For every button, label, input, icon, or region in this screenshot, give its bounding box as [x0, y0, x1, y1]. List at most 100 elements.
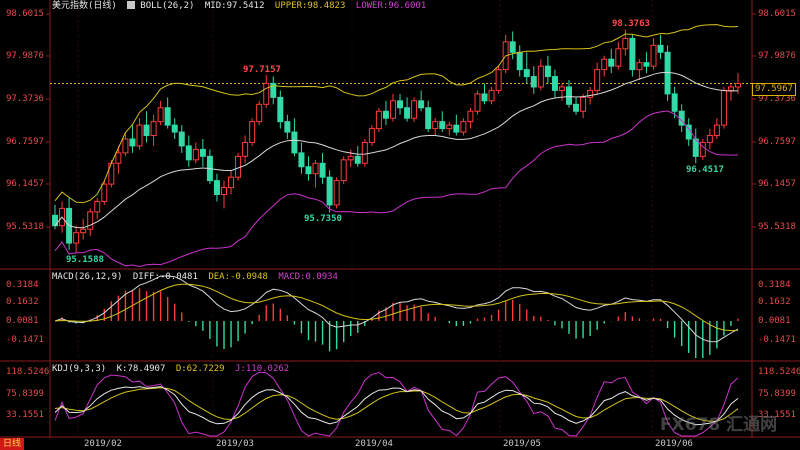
candle-body: [629, 37, 636, 71]
kdj-axis-right-label: 33.1551: [758, 410, 796, 420]
price-axis-left-label: 96.1457: [6, 179, 44, 189]
macd-dea-line: [54, 283, 739, 332]
current-price-tag: 97.5967: [752, 83, 796, 96]
boll-mid-line: [54, 71, 739, 229]
candle-body: [650, 44, 657, 67]
macd-macd-value: MACD:0.0934: [278, 272, 338, 282]
candle-body: [727, 86, 734, 91]
period-tab-daily[interactable]: 日线: [0, 438, 25, 450]
candle-body: [474, 93, 481, 112]
price-axis-right-label: 98.6015: [758, 9, 796, 19]
candle-body: [551, 76, 558, 91]
candle-body: [382, 110, 389, 119]
price-axis-right-label: 96.7597: [758, 137, 796, 147]
candle-body: [495, 69, 502, 91]
macd-axis-left-label: 0.1632: [6, 297, 39, 307]
kdj-j-value: J:110.0262: [235, 364, 290, 374]
boll-indicator-icon[interactable]: [127, 1, 136, 9]
kdj-panel-header: KDJ(9,3,3) K:78.4907 D:62.7229 J:110.026…: [52, 364, 294, 375]
candle-body: [558, 86, 565, 91]
annotation-low: 96.4517: [686, 165, 724, 175]
watermark-logo: FX678 汇通网: [660, 415, 778, 435]
candle-body: [446, 124, 453, 130]
candle-body: [671, 93, 678, 112]
candle-body: [594, 69, 601, 91]
candle-body: [418, 100, 425, 109]
macd-panel-header: MACD(26,12,9) DIFF:-0.0481 DEA:-0.0948 M…: [52, 272, 343, 283]
boll-label: BOLL(26,2): [140, 1, 195, 11]
symbol-name: 美元指数: [52, 1, 89, 11]
candle-body: [263, 82, 270, 105]
date-axis-label: 2019/05: [503, 439, 541, 449]
macd-axis-right-label: 0.1632: [758, 297, 791, 307]
candle-body: [87, 211, 94, 230]
candle-body: [171, 124, 178, 133]
candlestick-series: [52, 29, 741, 253]
candle-body: [305, 166, 312, 175]
candle-body: [573, 103, 580, 112]
candle-body: [481, 93, 488, 102]
macd-panel: [54, 275, 739, 358]
candle-body: [235, 155, 242, 178]
candle-body: [537, 65, 544, 88]
kdj-d-line: [54, 387, 739, 422]
candle-body: [52, 214, 58, 227]
candle-body: [361, 141, 368, 164]
candle-body: [432, 121, 439, 130]
kdj-axis-right-label: 75.8399: [758, 389, 796, 399]
candle-body: [136, 124, 143, 147]
candle-body: [544, 65, 551, 78]
candle-body: [256, 103, 263, 123]
date-axis-label: 2019/02: [84, 439, 122, 449]
candle-body: [509, 41, 516, 53]
candle-body: [326, 176, 333, 206]
candle-body: [622, 37, 629, 50]
kdj-axis-left-label: 118.5246: [6, 367, 50, 377]
macd-dea-value: DEA:-0.0948: [208, 272, 268, 282]
candle-body: [699, 141, 706, 157]
macd-axis-left-label: -0.1471: [6, 335, 44, 345]
candle-body: [73, 232, 80, 244]
candle-body: [80, 228, 87, 234]
candle-body: [164, 107, 171, 126]
macd-axis-left-label: 0.0081: [6, 316, 39, 326]
price-axis-left-label: 96.7597: [6, 137, 44, 147]
indicator-lines: [54, 24, 739, 268]
candle-body: [713, 124, 720, 137]
candle-body: [467, 110, 474, 123]
candle-body: [523, 69, 530, 78]
candle-body: [608, 58, 615, 67]
price-axis-left-label: 97.3736: [6, 94, 44, 104]
candle-body: [643, 62, 650, 67]
price-axis-left-label: 97.9876: [6, 51, 44, 61]
candle-body: [368, 128, 375, 143]
date-axis-label: 2019/04: [355, 439, 393, 449]
candle-body: [375, 110, 382, 130]
candle-body: [157, 107, 164, 123]
macd-diff-line: [54, 275, 739, 343]
candle-body: [199, 148, 206, 157]
macd-axis-right-label: 0.3184: [758, 280, 791, 290]
candle-body: [185, 145, 192, 161]
price-axis-left-label: 98.6015: [6, 9, 44, 19]
candle-body: [298, 152, 305, 168]
candle-body: [340, 159, 347, 182]
candle-body: [249, 121, 256, 143]
chart-grid: [0, 0, 800, 438]
candle-body: [228, 176, 235, 189]
candle-body: [270, 82, 277, 98]
kdj-axis-left-label: 75.8399: [6, 389, 44, 399]
candle-body: [615, 48, 622, 67]
price-axis-right-label: 95.5318: [758, 222, 796, 232]
boll-upper-line: [54, 24, 739, 204]
date-axis-label: 2019/03: [216, 439, 254, 449]
candle-body: [213, 180, 220, 196]
candle-body: [143, 124, 150, 137]
period-name: (日线): [88, 1, 117, 11]
candle-body: [319, 162, 326, 178]
candle-body: [411, 100, 418, 119]
candle-body: [657, 44, 664, 53]
kdj-label: KDJ(9,3,3): [52, 364, 107, 374]
candle-body: [242, 141, 249, 157]
